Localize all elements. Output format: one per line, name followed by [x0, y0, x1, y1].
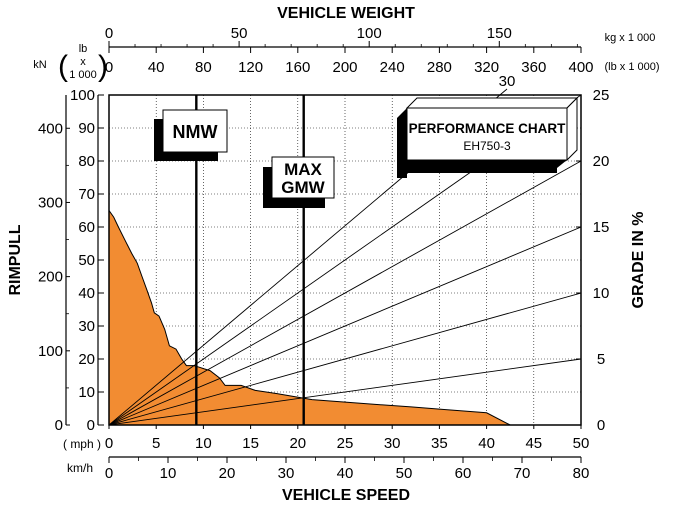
rimpull-lb-tick-label: 20 [78, 351, 95, 368]
x-top-axis-title: VEHICLE WEIGHT [277, 5, 415, 22]
chart-subtitle: EH750-3 [463, 139, 511, 153]
speed-mph-tick-label: 5 [152, 435, 160, 452]
speed-kmh-tick-label: 40 [337, 465, 354, 482]
speed-kmh-tick-label: 20 [219, 465, 236, 482]
rimpull-kn-ticks: 0 100 200 300 400 [38, 120, 70, 434]
grade-tick-label: 15 [593, 219, 610, 236]
weight-lb-tick-label: 80 [195, 59, 212, 76]
weight-lb-tick-label: 160 [285, 59, 310, 76]
weight-lb-unit: (lb x 1 000) [604, 61, 659, 73]
rimpull-kn-tick-label: 100 [38, 343, 63, 360]
rimpull-lb-tick-label: 90 [78, 120, 95, 137]
speed-mph-tick-label: 10 [195, 435, 212, 452]
speed-kmh-tick-label: 50 [396, 465, 413, 482]
grade-line-20 [109, 160, 581, 425]
grade-tick-label: 25 [593, 87, 610, 104]
weight-lb-tick-label: 240 [380, 59, 405, 76]
unit-paren-left: ( [58, 50, 68, 83]
speed-mph-tick-label: 0 [105, 435, 113, 452]
grade-ticks: 0 5 10 15 20 25 30 [499, 73, 610, 434]
grade-line-15 [109, 226, 581, 425]
weight-kg-ticks: 0 50 100 150 [105, 25, 578, 47]
rimpull-kn-tick-label: 200 [38, 269, 63, 286]
weight-lb-tick-label: 360 [521, 59, 546, 76]
rimpull-lb-tick-label: 60 [78, 219, 95, 236]
rimpull-kn-tick-label: 300 [38, 194, 63, 211]
rimpull-kn-unit: kN [33, 59, 47, 71]
rimpull-kn-tick-label: 400 [38, 120, 63, 137]
rimpull-lb-unit-3: 1 000 [69, 69, 97, 81]
speed-mph-tick-label: 20 [289, 435, 306, 452]
nmw-label: NMW [173, 122, 218, 142]
grade-tick-label: 20 [593, 153, 610, 170]
rimpull-area [109, 209, 511, 425]
speed-kmh-tick-label: 60 [455, 465, 472, 482]
weight-kg-tick-label: 50 [231, 25, 248, 42]
title-box: PERFORMANCE CHART EH750-3 [397, 96, 579, 178]
weight-kg-tick-label: 100 [357, 25, 382, 42]
speed-mph-tick-label: 45 [525, 435, 542, 452]
rimpull-kn-tick-label: 0 [55, 417, 63, 434]
weight-kg-tick-label: 0 [105, 25, 113, 42]
weight-kg-tick-label: 150 [487, 25, 512, 42]
rimpull-lb-tick-label: 0 [87, 417, 95, 434]
max-gmw-label-line-2: GMW [281, 178, 325, 197]
speed-kmh-ticks: 0 10 20 30 40 50 60 70 80 [105, 457, 590, 482]
x-axis-title: VEHICLE SPEED [282, 487, 410, 504]
rimpull-lb-unit-1: lb [79, 43, 88, 55]
rimpull-lb-tick-label: 50 [78, 252, 95, 269]
chart-title: PERFORMANCE CHART [409, 121, 567, 136]
grade-line-5 [109, 358, 581, 425]
grade-tick-label: 0 [597, 417, 605, 434]
rimpull-lb-tick-label: 30 [78, 318, 95, 335]
max-gmw-label-line-1: MAX [284, 160, 322, 179]
grade-tick-label: 30 [499, 73, 516, 90]
weight-lb-tick-label: 120 [238, 59, 263, 76]
y-right-axis-title: GRADE IN % [630, 212, 647, 309]
speed-mph-unit: ( mph ) [63, 437, 101, 451]
speed-mph-tick-label: 30 [384, 435, 401, 452]
speed-kmh-tick-label: 30 [278, 465, 295, 482]
grade-tick-label: 5 [597, 351, 605, 368]
weight-lb-tick-label: 280 [427, 59, 452, 76]
speed-mph-tick-label: 15 [242, 435, 259, 452]
speed-kmh-tick-label: 70 [514, 465, 531, 482]
rimpull-lb-tick-label: 40 [78, 285, 95, 302]
nmw-label-box: NMW [154, 109, 228, 161]
speed-kmh-tick-label: 10 [160, 465, 177, 482]
speed-kmh-unit: km/h [67, 461, 93, 475]
grade-tick-label: 10 [593, 285, 610, 302]
speed-mph-tick-label: 40 [478, 435, 495, 452]
rimpull-lb-tick-label: 10 [78, 384, 95, 401]
speed-kmh-tick-label: 0 [105, 465, 113, 482]
rimpull-lb-ticks: 0 10 20 30 40 50 60 70 80 90 100 [70, 87, 104, 434]
speed-mph-ticks: 0 5 10 15 20 25 30 35 40 45 50 [105, 425, 590, 452]
rimpull-lb-tick-label: 70 [78, 186, 95, 203]
rimpull-lb-unit-2: x [80, 56, 86, 68]
weight-lb-tick-label: 320 [474, 59, 499, 76]
speed-kmh-tick-label: 80 [573, 465, 590, 482]
unit-paren-right: ) [98, 50, 108, 83]
y-left-axis-title: RIMPULL [7, 224, 24, 295]
grade-lines [109, 95, 581, 425]
max-gmw-label-box: MAX GMW [263, 156, 335, 208]
weight-kg-unit: kg x 1 000 [605, 32, 656, 44]
grade-line-10 [109, 292, 581, 425]
weight-lb-ticks: 0 40 80 120 160 200 240 280 320 360 400 [105, 47, 594, 76]
weight-lb-tick-label: 0 [105, 59, 113, 76]
speed-mph-tick-label: 35 [431, 435, 448, 452]
rimpull-lb-tick-label: 80 [78, 153, 95, 170]
speed-mph-tick-label: 25 [337, 435, 354, 452]
weight-lb-tick-label: 200 [332, 59, 357, 76]
weight-lb-tick-label: 40 [148, 59, 165, 76]
weight-lb-tick-label: 400 [568, 59, 593, 76]
speed-mph-tick-label: 50 [573, 435, 590, 452]
rimpull-lb-tick-label: 100 [70, 87, 95, 104]
